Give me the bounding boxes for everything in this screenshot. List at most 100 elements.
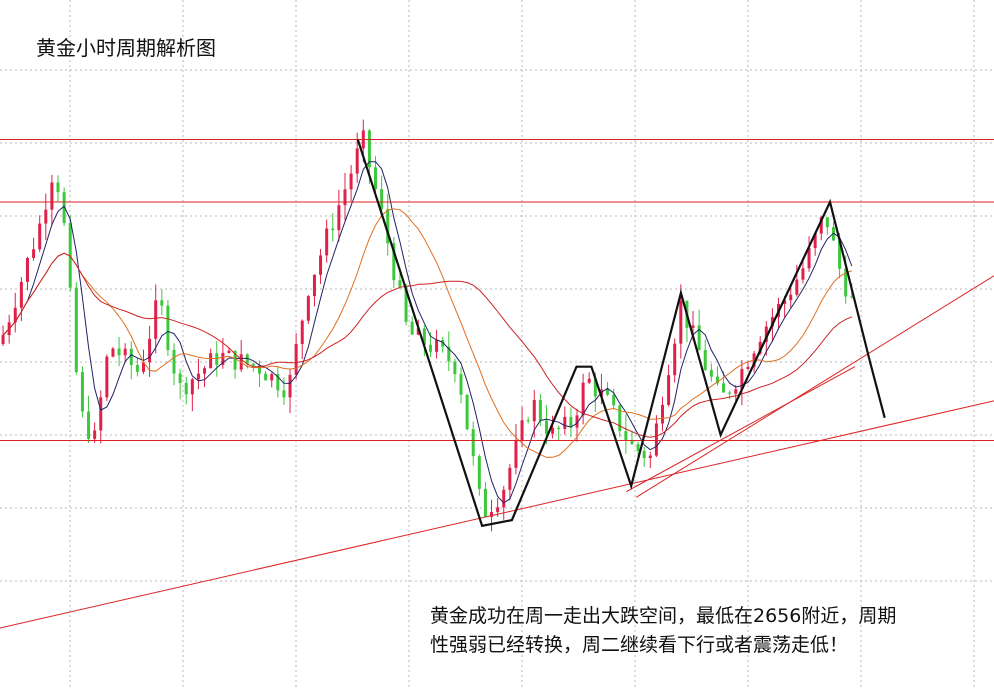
candle-body <box>349 173 353 190</box>
candle-body <box>502 489 506 508</box>
candle-body <box>557 427 561 429</box>
trend-line <box>635 275 994 498</box>
candle-body <box>50 182 54 210</box>
candle-body <box>471 429 475 457</box>
candle-body <box>612 394 616 406</box>
candle-body <box>483 488 487 517</box>
candle-body <box>544 420 548 434</box>
candle-body <box>245 354 249 364</box>
candle-body <box>160 300 164 306</box>
candle-body <box>184 383 188 395</box>
candle-body <box>673 343 677 376</box>
candle-body <box>538 399 542 421</box>
candle-body <box>587 378 591 383</box>
candle-body <box>728 392 732 394</box>
candle-body <box>722 383 726 393</box>
horizontal-levels <box>0 139 994 442</box>
candle-body <box>508 467 512 490</box>
candle-body <box>709 369 713 377</box>
candle-body <box>62 192 66 224</box>
trend-line <box>0 400 994 629</box>
candle-body <box>355 148 359 174</box>
candle-body <box>807 248 811 269</box>
candle-body <box>105 356 109 398</box>
candle-body <box>636 444 640 452</box>
candle-body <box>74 287 78 373</box>
candle-body <box>569 416 573 428</box>
candle-body <box>251 363 255 366</box>
candle-body <box>618 405 622 432</box>
candle-body <box>764 326 768 342</box>
candle-body <box>386 209 390 244</box>
candle-body <box>123 348 127 356</box>
candle-body <box>465 394 469 430</box>
candle-body <box>734 389 738 394</box>
candle-body <box>813 233 817 249</box>
candle-body <box>459 374 463 395</box>
candle-body <box>410 321 414 335</box>
candle-body <box>306 296 310 321</box>
candle-body <box>129 348 133 365</box>
moving-averages <box>2 161 853 504</box>
annotation-line-2: 性强弱已经转换，周二继续看下行或者震荡走低！ <box>430 634 849 656</box>
candle-body <box>209 353 213 369</box>
ma-slow-line <box>2 252 852 438</box>
candle-body <box>154 300 158 339</box>
candle-body <box>648 455 652 459</box>
candle-body <box>99 397 103 431</box>
candle-body <box>770 317 774 327</box>
candle-body <box>520 420 524 441</box>
candle-body <box>392 243 396 281</box>
candle-body <box>435 339 439 352</box>
candle-body <box>422 328 426 345</box>
candle-body <box>551 427 555 434</box>
candle-body <box>532 399 536 422</box>
zigzag-line <box>356 139 886 528</box>
zigzag-path <box>356 139 886 528</box>
candle-body <box>19 281 23 308</box>
candle-body <box>38 223 42 250</box>
candle-body <box>606 389 610 395</box>
candle-body <box>477 456 481 489</box>
candle-body <box>795 279 799 295</box>
candle-body <box>667 375 671 405</box>
candle-body <box>233 350 237 370</box>
candle-body <box>404 286 408 322</box>
candle-body <box>288 374 292 398</box>
candle-body <box>32 249 36 258</box>
candle-body <box>703 350 707 370</box>
candle-body <box>496 507 500 513</box>
candle-body <box>135 364 139 372</box>
candle-body <box>319 255 323 275</box>
candle-body <box>783 300 787 304</box>
candle-body <box>190 379 194 395</box>
candle-body <box>68 223 72 288</box>
candle-body <box>642 451 646 459</box>
candle-body <box>312 274 316 297</box>
candle-body <box>93 430 97 439</box>
candle-body <box>44 209 48 224</box>
candle-body <box>691 325 695 328</box>
candle-body <box>111 348 115 357</box>
candle-body <box>490 512 494 517</box>
candle-body <box>56 182 60 193</box>
candle-body <box>428 344 432 352</box>
candle-body <box>87 411 91 439</box>
candle-body <box>819 217 823 234</box>
candle-body <box>374 167 378 190</box>
candle-body <box>746 366 750 369</box>
candle-body <box>196 373 200 380</box>
candle-body <box>416 328 420 335</box>
candle-body <box>593 378 597 397</box>
chart-title: 黄金小时周期解析图 <box>36 36 216 60</box>
candle-body <box>563 416 567 429</box>
candle-body <box>148 338 152 363</box>
candle-body <box>337 205 341 231</box>
candle-body <box>25 257 29 282</box>
candle-body <box>825 217 829 228</box>
ma-mid-line <box>2 208 852 458</box>
candle-body <box>331 228 335 231</box>
candle-body <box>758 341 762 354</box>
candle-body <box>844 268 848 297</box>
candle-body <box>343 189 347 206</box>
